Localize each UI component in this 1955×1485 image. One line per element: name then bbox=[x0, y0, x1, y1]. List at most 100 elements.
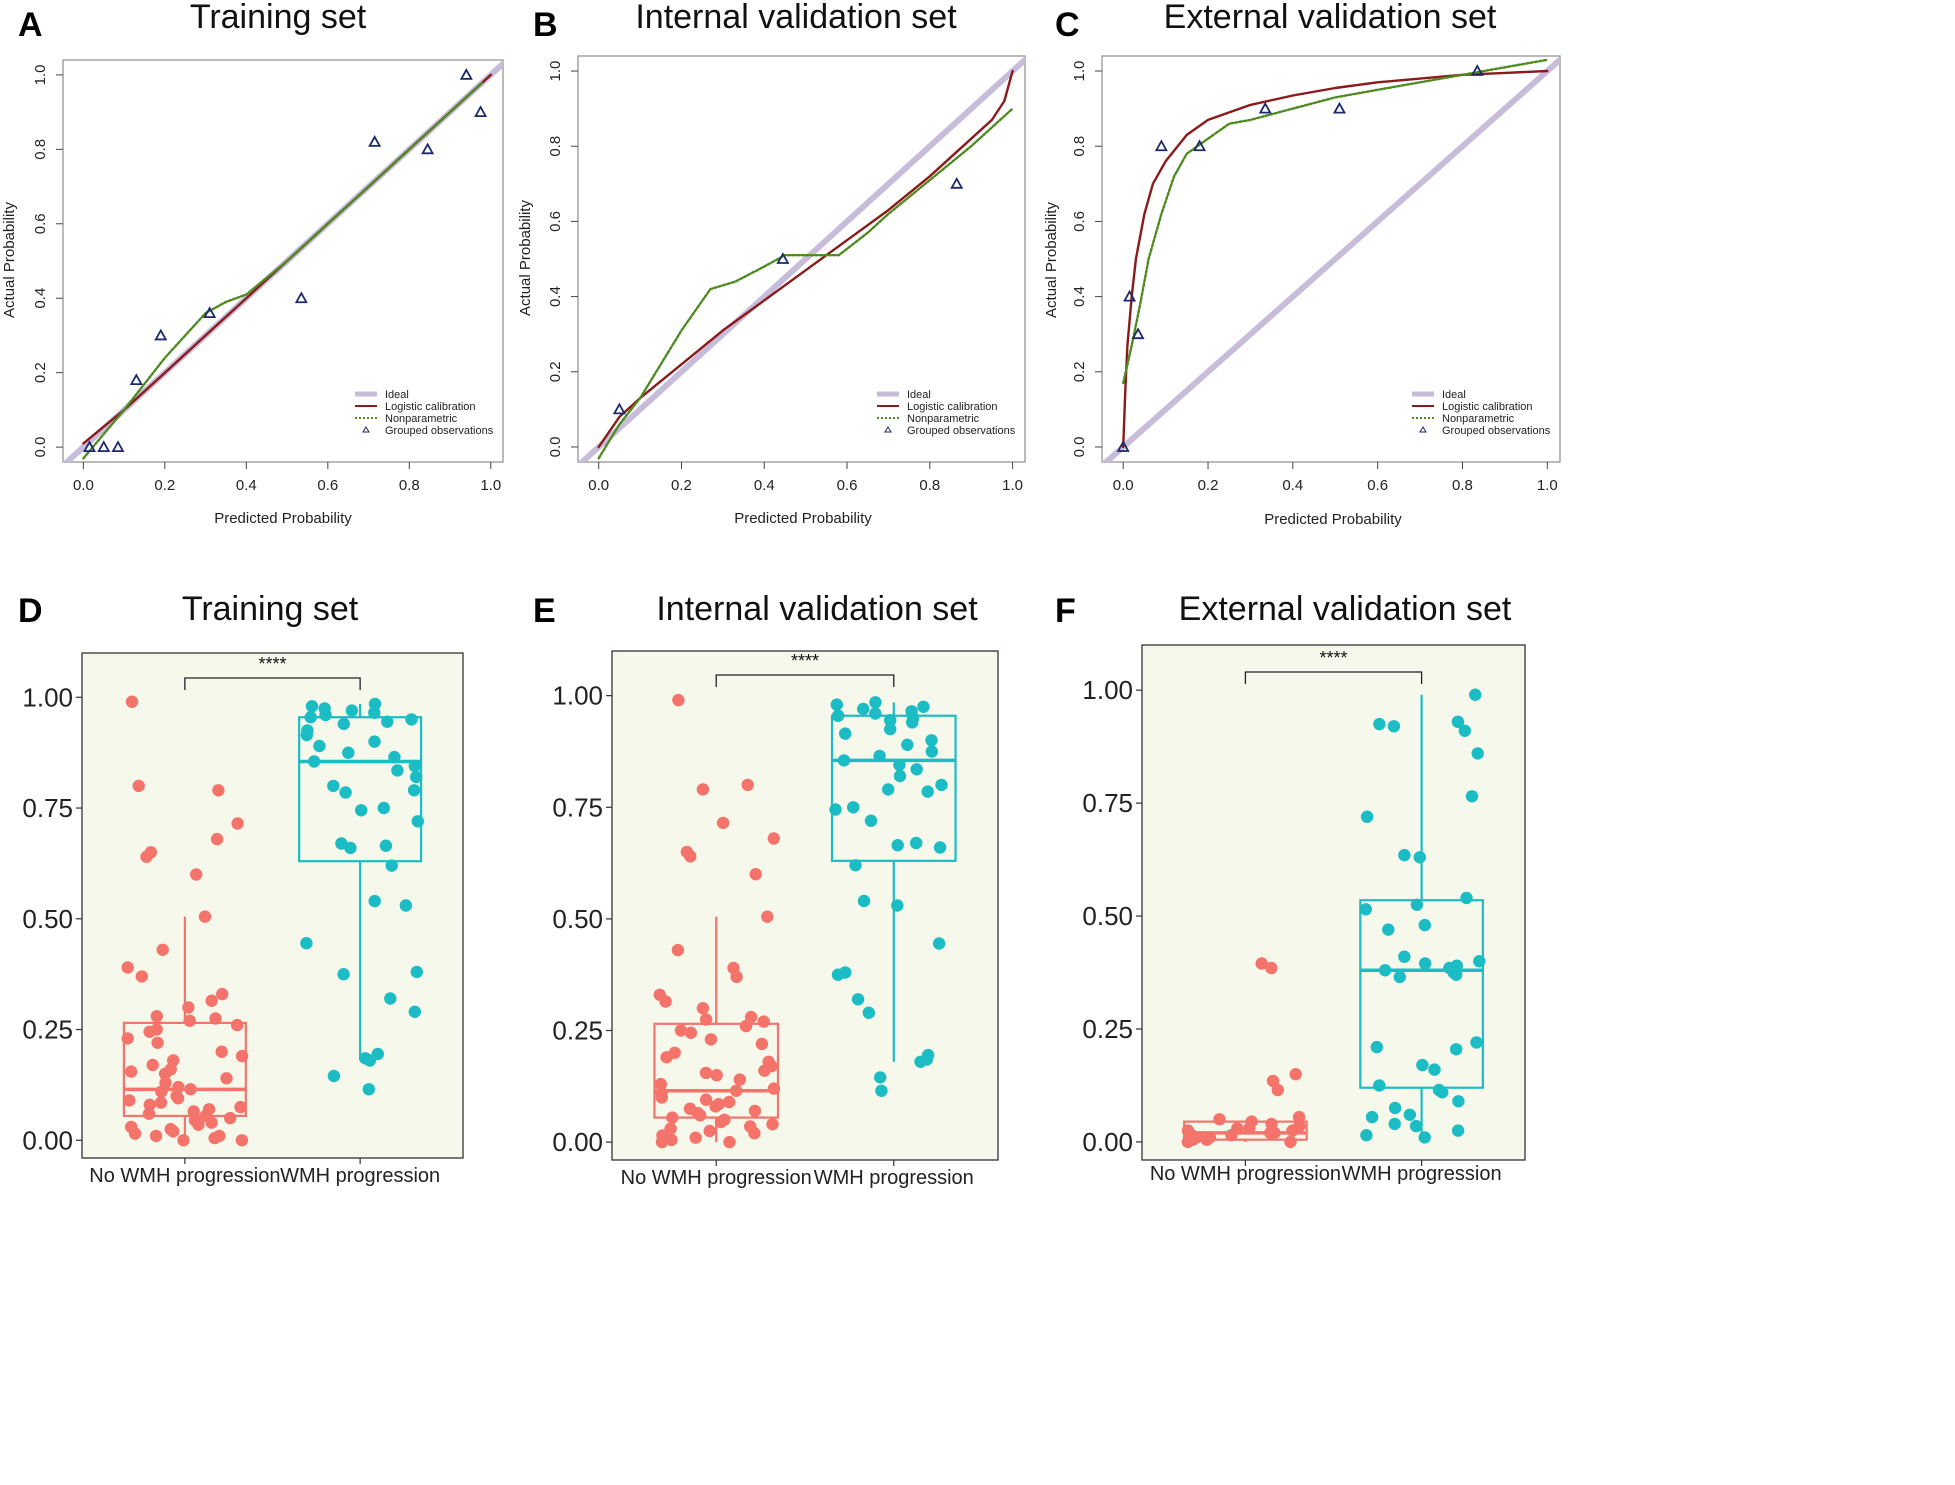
grouped-observation-marker bbox=[612, 402, 626, 415]
data-point bbox=[1373, 1079, 1386, 1092]
data-point bbox=[766, 1118, 779, 1131]
data-point bbox=[704, 1033, 718, 1046]
data-point bbox=[893, 769, 907, 783]
x-tick-label: 0.0 bbox=[73, 477, 94, 494]
data-point bbox=[1409, 1119, 1423, 1133]
grouped-observation-marker bbox=[421, 142, 435, 155]
y-tick-label: 0.6 bbox=[1071, 211, 1088, 232]
data-point bbox=[235, 1049, 249, 1063]
data-point bbox=[208, 1131, 221, 1145]
data-point bbox=[216, 987, 229, 1001]
data-point bbox=[1181, 1135, 1195, 1149]
data-point bbox=[925, 734, 938, 747]
calibration-panel-b: B Internal validation set 0.0 0.2 0.4 0.6 0.8 1… bbox=[517, 0, 1026, 527]
data-point bbox=[1266, 1074, 1280, 1088]
data-point bbox=[368, 735, 381, 748]
data-point bbox=[831, 709, 845, 722]
grouped-observation-marker bbox=[776, 252, 790, 264]
data-point bbox=[355, 804, 368, 817]
x-tick-label: 0.4 bbox=[236, 477, 257, 494]
data-point bbox=[1213, 1113, 1226, 1126]
significance-label: **** bbox=[1319, 648, 1347, 668]
y-tick-label: 1.0 bbox=[547, 61, 564, 82]
significance-label: **** bbox=[258, 654, 286, 674]
x-tick-label: 0.6 bbox=[837, 477, 858, 494]
data-point bbox=[304, 711, 317, 724]
legend-swatch-observations bbox=[362, 426, 370, 433]
x-tick-label: 0.6 bbox=[317, 477, 338, 494]
y-tick-label: 0.2 bbox=[1071, 361, 1088, 382]
calibration-panel-a: A Training set 0.0 0.2 0.4 0.6 0.8 1.0 0.0 0.2 0.4… bbox=[1, 0, 504, 527]
data-point bbox=[231, 1018, 244, 1032]
data-point bbox=[1284, 1135, 1297, 1149]
data-point bbox=[150, 1010, 163, 1023]
data-point bbox=[921, 785, 934, 798]
data-point bbox=[1360, 810, 1374, 823]
ideal-line bbox=[578, 56, 1025, 462]
grouped-observation-marker bbox=[1258, 101, 1272, 114]
data-point bbox=[654, 1077, 667, 1091]
data-point bbox=[733, 1073, 746, 1086]
data-point bbox=[829, 803, 842, 816]
chart-title: Training set bbox=[190, 0, 367, 36]
data-point bbox=[384, 992, 397, 1005]
data-point bbox=[1470, 1036, 1483, 1049]
data-point bbox=[758, 1064, 771, 1077]
data-point bbox=[167, 1125, 180, 1138]
data-point bbox=[906, 716, 919, 729]
y-tick-label: 0.75 bbox=[552, 792, 603, 822]
data-point bbox=[171, 1092, 185, 1105]
data-point bbox=[767, 832, 780, 845]
data-point bbox=[381, 715, 394, 728]
data-point bbox=[655, 1135, 669, 1149]
data-point bbox=[339, 786, 352, 799]
data-point bbox=[368, 894, 381, 908]
data-point bbox=[741, 778, 754, 792]
data-point bbox=[1450, 968, 1463, 981]
data-point bbox=[659, 995, 672, 1008]
data-point bbox=[1413, 851, 1427, 864]
data-point bbox=[184, 1083, 197, 1096]
data-point bbox=[935, 778, 948, 792]
data-point bbox=[1387, 720, 1401, 733]
chart-title: Internal validation set bbox=[656, 590, 978, 628]
x-tick-label: 0.8 bbox=[1452, 477, 1473, 494]
data-point bbox=[761, 910, 774, 923]
data-point bbox=[1418, 918, 1432, 932]
data-point bbox=[128, 1127, 142, 1140]
legend-entry: Nonparametric bbox=[385, 413, 458, 425]
nonparametric-line bbox=[597, 107, 1014, 460]
data-point bbox=[132, 779, 145, 793]
data-point bbox=[672, 693, 685, 707]
data-point bbox=[205, 1116, 218, 1129]
data-point bbox=[385, 859, 398, 872]
panel-letter: A bbox=[18, 6, 43, 44]
data-point bbox=[121, 1032, 134, 1045]
data-point bbox=[874, 1071, 887, 1084]
data-point bbox=[313, 739, 326, 753]
y-tick-label: 0.8 bbox=[1071, 136, 1088, 157]
data-point bbox=[209, 1012, 222, 1025]
data-point bbox=[739, 1019, 753, 1033]
y-tick-label: 0.25 bbox=[22, 1015, 73, 1045]
grouped-observation-marker bbox=[82, 440, 97, 453]
data-point bbox=[1393, 970, 1407, 984]
data-point bbox=[694, 1109, 707, 1122]
data-point bbox=[391, 764, 404, 777]
data-point bbox=[1416, 1058, 1429, 1072]
data-point bbox=[337, 717, 350, 731]
data-point bbox=[1473, 955, 1486, 968]
y-tick-label: 0.50 bbox=[22, 904, 73, 934]
data-point bbox=[910, 763, 923, 776]
y-tick-label: 0.2 bbox=[547, 361, 564, 382]
y-tick-label: 0.00 bbox=[22, 1125, 73, 1155]
data-point bbox=[1469, 688, 1482, 701]
y-tick-label: 0.50 bbox=[1082, 901, 1133, 931]
iqr-box bbox=[298, 716, 423, 863]
data-point bbox=[869, 707, 882, 720]
x-tick-label: 0.4 bbox=[754, 477, 775, 494]
data-point bbox=[1378, 964, 1392, 977]
data-point bbox=[1286, 1124, 1299, 1137]
boxplot-panel-e: E Internal validation set 0.00 0.25 0.50 0.75… bbox=[533, 590, 999, 1189]
